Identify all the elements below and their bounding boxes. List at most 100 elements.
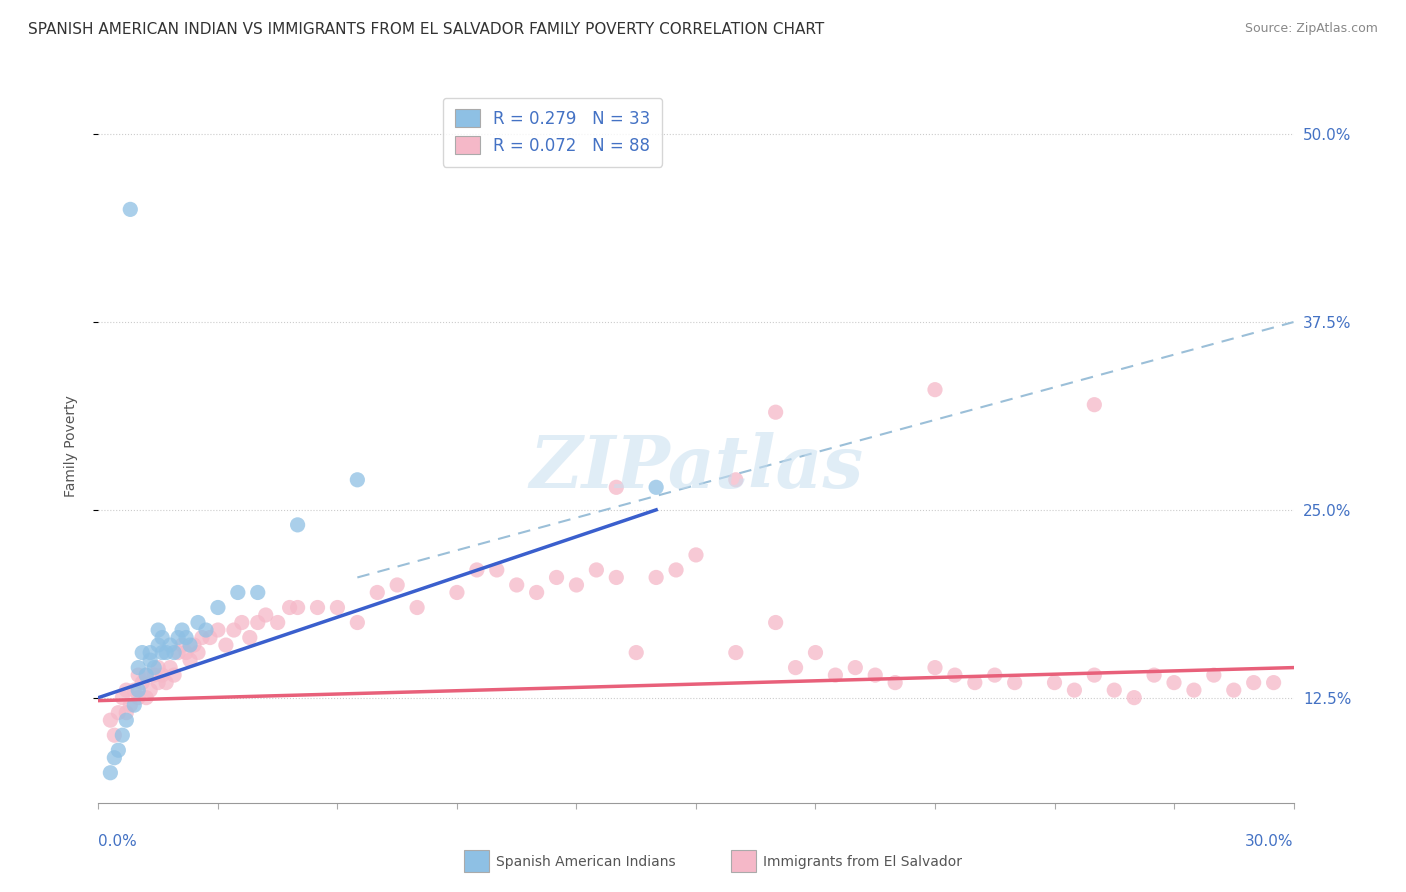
Point [127, 690, 149, 705]
Point [187, 615, 209, 630]
Point [239, 631, 262, 645]
Point [1202, 668, 1225, 682]
Point [100, 765, 122, 780]
Point [645, 480, 668, 494]
Point [765, 405, 787, 419]
Point [131, 646, 153, 660]
Point [150, 668, 173, 682]
Point [546, 570, 568, 584]
Point [179, 653, 201, 667]
Point [685, 548, 707, 562]
Point [172, 638, 194, 652]
Point [127, 683, 149, 698]
Point [287, 600, 309, 615]
Point [984, 668, 1007, 682]
Legend: R = 0.279   N = 33, R = 0.072   N = 88: R = 0.279 N = 33, R = 0.072 N = 88 [443, 97, 662, 167]
Point [385, 578, 409, 592]
Point [346, 615, 368, 630]
Point [150, 631, 173, 645]
Point [167, 631, 190, 645]
Point [645, 570, 668, 584]
Point [139, 653, 162, 667]
Point [1263, 675, 1285, 690]
Point [785, 660, 807, 674]
Point [139, 683, 162, 698]
Point [366, 585, 388, 599]
Point [465, 563, 488, 577]
Point [159, 638, 181, 652]
Point [172, 623, 194, 637]
Point [1004, 675, 1026, 690]
Point [124, 698, 146, 713]
Point [231, 615, 253, 630]
Point [406, 600, 429, 615]
Point [267, 615, 290, 630]
Point [884, 675, 907, 690]
Text: 0.0%: 0.0% [98, 834, 138, 849]
Point [107, 743, 129, 757]
Point [179, 638, 201, 652]
Point [107, 706, 129, 720]
Text: 30.0%: 30.0% [1246, 834, 1294, 849]
Point [111, 690, 134, 705]
Point [174, 646, 197, 660]
Point [198, 631, 221, 645]
Point [585, 563, 607, 577]
Point [143, 668, 166, 682]
Point [103, 728, 125, 742]
Y-axis label: Family Poverty: Family Poverty [63, 395, 77, 497]
Point [924, 660, 946, 674]
Point [1243, 675, 1265, 690]
Point [287, 517, 309, 532]
Point [159, 660, 181, 674]
Point [804, 646, 827, 660]
Point [163, 668, 186, 682]
Point [626, 646, 648, 660]
Point [167, 646, 190, 660]
Point [565, 578, 588, 592]
Point [131, 675, 153, 690]
Point [863, 668, 887, 682]
Point [139, 646, 162, 660]
Point [187, 646, 209, 660]
Point [278, 600, 301, 615]
Point [1083, 668, 1105, 682]
Point [254, 607, 277, 622]
Point [155, 646, 177, 660]
Point [207, 623, 229, 637]
Point [1102, 683, 1125, 698]
Point [127, 668, 149, 682]
Text: Spanish American Indians: Spanish American Indians [496, 855, 676, 869]
Point [1182, 683, 1205, 698]
Point [446, 585, 468, 599]
Point [120, 202, 142, 217]
Point [222, 623, 245, 637]
Point [124, 683, 146, 698]
Point [1123, 690, 1146, 705]
Point [226, 585, 249, 599]
Point [100, 713, 122, 727]
Point [150, 646, 173, 660]
Point [143, 660, 166, 674]
Point [844, 660, 866, 674]
Point [103, 750, 125, 764]
Point [195, 623, 218, 637]
Point [148, 623, 170, 637]
Point [963, 675, 986, 690]
Point [506, 578, 529, 592]
Point [191, 631, 214, 645]
Point [665, 563, 688, 577]
Point [115, 683, 138, 698]
Point [215, 638, 238, 652]
Point [724, 473, 747, 487]
Point [765, 615, 787, 630]
Point [326, 600, 349, 615]
Point [111, 728, 134, 742]
Point [127, 660, 149, 674]
Point [924, 383, 946, 397]
Point [120, 698, 142, 713]
Point [605, 480, 627, 494]
Text: Immigrants from El Salvador: Immigrants from El Salvador [763, 855, 963, 869]
Point [246, 615, 269, 630]
Point [1063, 683, 1085, 698]
